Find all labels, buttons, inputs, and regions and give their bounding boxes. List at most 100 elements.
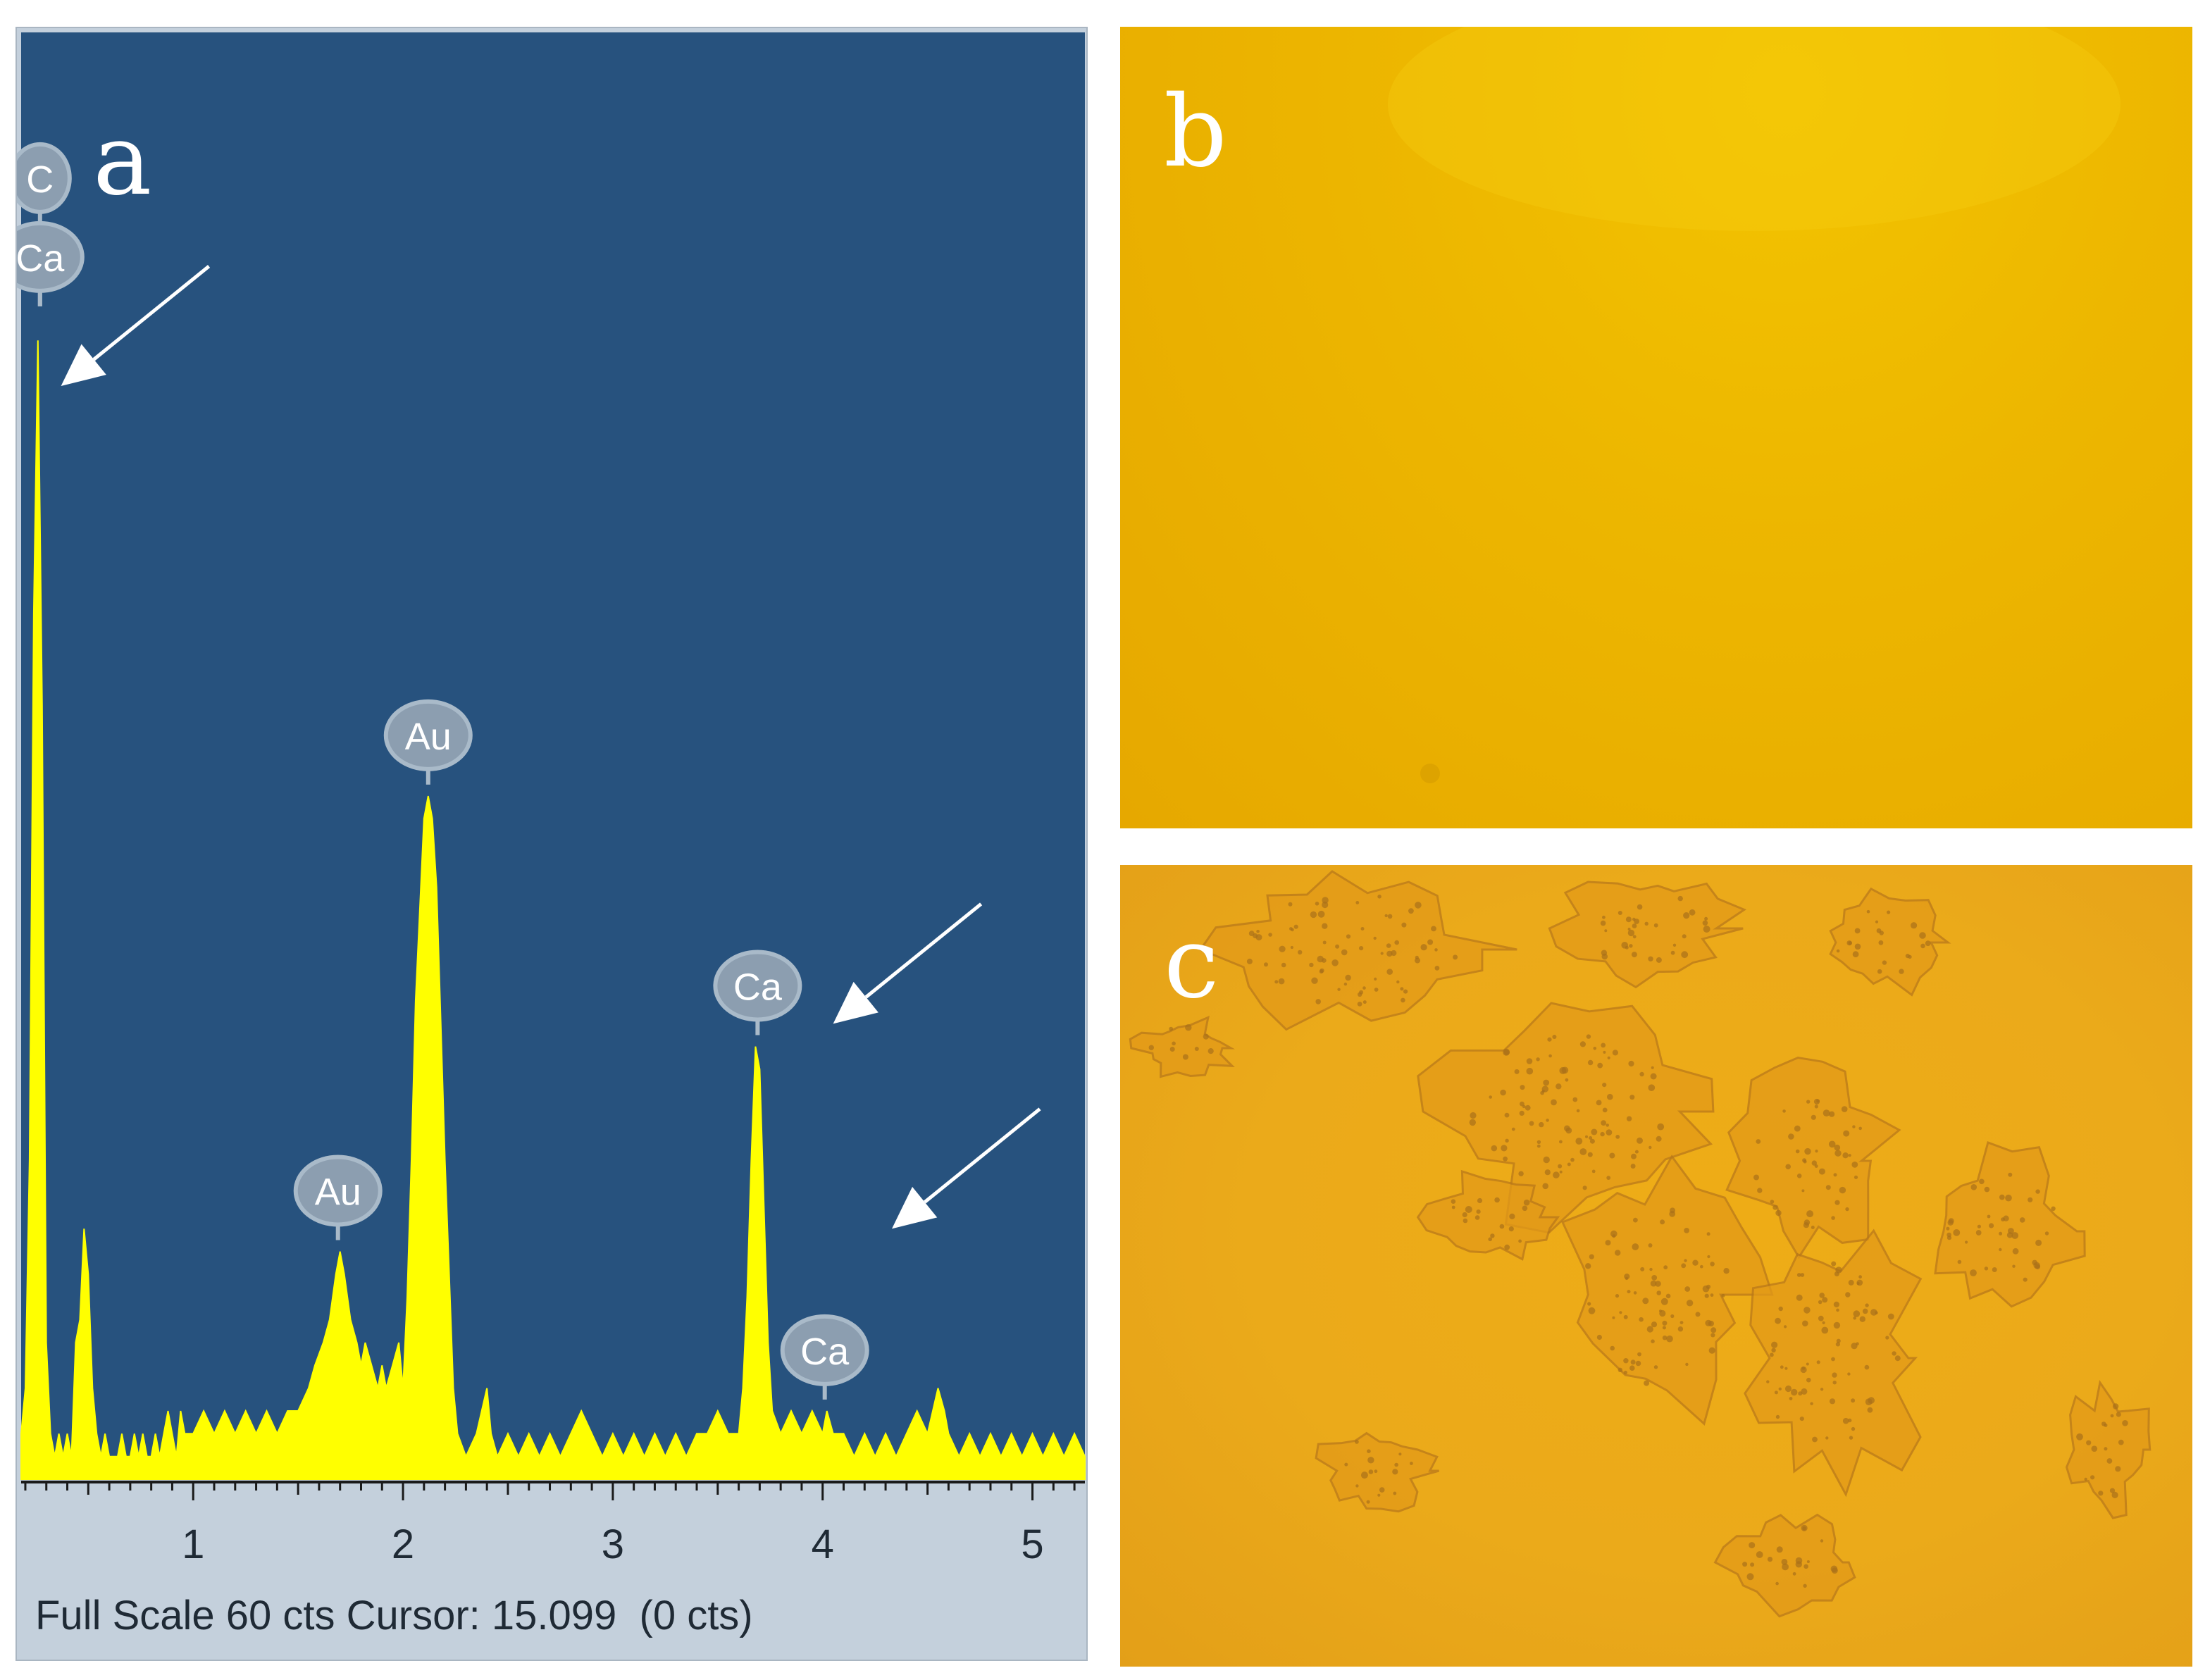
cell-granule (1392, 1469, 1398, 1475)
cell-granule (1501, 1145, 1508, 1152)
cell-granule (1878, 940, 1884, 945)
x-tick-label: 4 (812, 1522, 834, 1567)
cell-granule (1864, 1364, 1870, 1370)
cell-granule (1644, 1380, 1650, 1386)
cell-granule (1602, 1083, 1607, 1088)
cell-granule (1529, 1121, 1534, 1126)
cell-granule (1858, 1126, 1862, 1131)
cell-granule (2023, 1277, 2028, 1282)
cell-granule (1315, 999, 1321, 1004)
cell-granule (1757, 1188, 1763, 1193)
cell-granule (1559, 1170, 1563, 1174)
cell-granule (1649, 1267, 1653, 1271)
faint-spot (1420, 764, 1440, 783)
cell-granule (1393, 1491, 1397, 1495)
cell-granule (1815, 1150, 1818, 1153)
cell-granule (1556, 1083, 1562, 1090)
cell-granule (1816, 1360, 1820, 1364)
cell-granule (1854, 928, 1861, 934)
cell-granule (1248, 931, 1255, 936)
cell-granule (1854, 943, 1861, 950)
cell-cluster (1315, 1431, 1440, 1513)
cell-granule (1567, 1162, 1571, 1166)
cell-granule (1894, 1355, 1901, 1362)
cell-granule (1920, 943, 1925, 949)
cell-granule (1803, 1583, 1807, 1588)
cell-granule (1625, 1276, 1629, 1281)
cell-granule (1503, 1050, 1510, 1055)
cell-granule (1434, 948, 1438, 952)
cell-granule (1879, 931, 1884, 935)
cell-granule (1207, 1048, 1214, 1054)
cell-granule (1615, 1294, 1620, 1298)
cell-granule (1795, 1557, 1803, 1564)
arrow-shaft (92, 265, 211, 361)
cell-granule (1579, 1148, 1587, 1155)
cell-granule (1637, 1137, 1643, 1144)
cell-granule (1311, 977, 1318, 984)
cell-granule (1322, 940, 1327, 945)
cell-granule (1386, 969, 1393, 975)
cell-granule (1635, 1360, 1641, 1367)
cell-granule (1582, 1186, 1587, 1190)
cell-granule (1689, 909, 1696, 916)
cell-granule (1692, 1259, 1699, 1266)
cell-granule (1543, 1156, 1550, 1164)
cell-granule (1662, 1326, 1666, 1330)
cell-granule (2001, 1217, 2005, 1221)
cell-granule (1810, 1402, 1813, 1405)
cell-granule (1784, 1367, 1788, 1370)
cell-granule (1591, 1169, 1596, 1174)
cell-cluster (1416, 1169, 1560, 1261)
cell-granule (1343, 982, 1348, 986)
peak-label-text: C (26, 158, 54, 201)
cell-granule (1281, 962, 1286, 968)
cell-granule (1470, 1112, 1477, 1119)
cell-granule (1415, 957, 1420, 964)
cell-granule (1704, 916, 1708, 921)
cell-granule (1491, 1145, 1498, 1152)
cell-granule (1600, 920, 1606, 926)
cell-granule (1800, 1273, 1805, 1277)
cell-granule (1290, 945, 1293, 950)
cell-granule (1984, 1186, 1990, 1193)
cell-granule (1394, 940, 1399, 945)
cell-granule (1387, 914, 1393, 919)
cell-granule (1279, 945, 1286, 952)
x-tick-label: 1 (182, 1522, 204, 1567)
cell-granule (1368, 1469, 1374, 1474)
cell-granule (1520, 1101, 1525, 1107)
cell-granule (1420, 944, 1427, 951)
cell-granule (1811, 1226, 1815, 1229)
cell-granule (1795, 1149, 1800, 1154)
cell-granule (1695, 1312, 1701, 1317)
cell-granule (1806, 1362, 1809, 1366)
cell-granule (1604, 929, 1608, 933)
cell-granule (1778, 1306, 1783, 1312)
cell-granule (2116, 1412, 2121, 1417)
cell-granule (1833, 1321, 1841, 1329)
cell-granule (1684, 1228, 1689, 1233)
cell-granule (1846, 940, 1852, 946)
cell-granule (1669, 1210, 1676, 1217)
cell-granule (1625, 916, 1632, 923)
peak-label-au: Au (383, 699, 473, 785)
peak-label-text: Ca (17, 237, 65, 280)
eds-spectrum-chart: 1 2 3 4 5 C Ca Au Au Ca Ca (17, 32, 1086, 1567)
cell-granule (1651, 1066, 1654, 1069)
peak-label-ca: Ca (17, 220, 85, 306)
cell-granule (1774, 1390, 1778, 1395)
cell-cluster (2065, 1380, 2152, 1519)
cell-granule (1536, 1144, 1541, 1148)
cell-granule (1322, 897, 1329, 904)
cell-granule (1367, 1449, 1371, 1453)
cell-granule (1630, 1359, 1636, 1365)
cell-granule (1536, 1140, 1541, 1144)
cell-granule (1852, 951, 1859, 958)
cell-granule (1605, 1240, 1611, 1246)
cell-granule (1593, 1047, 1597, 1050)
cell-granule (1756, 1551, 1763, 1558)
cell-body (1129, 1015, 1235, 1078)
cell-cluster (1417, 1002, 1715, 1234)
cell-granule (1851, 1162, 1858, 1168)
